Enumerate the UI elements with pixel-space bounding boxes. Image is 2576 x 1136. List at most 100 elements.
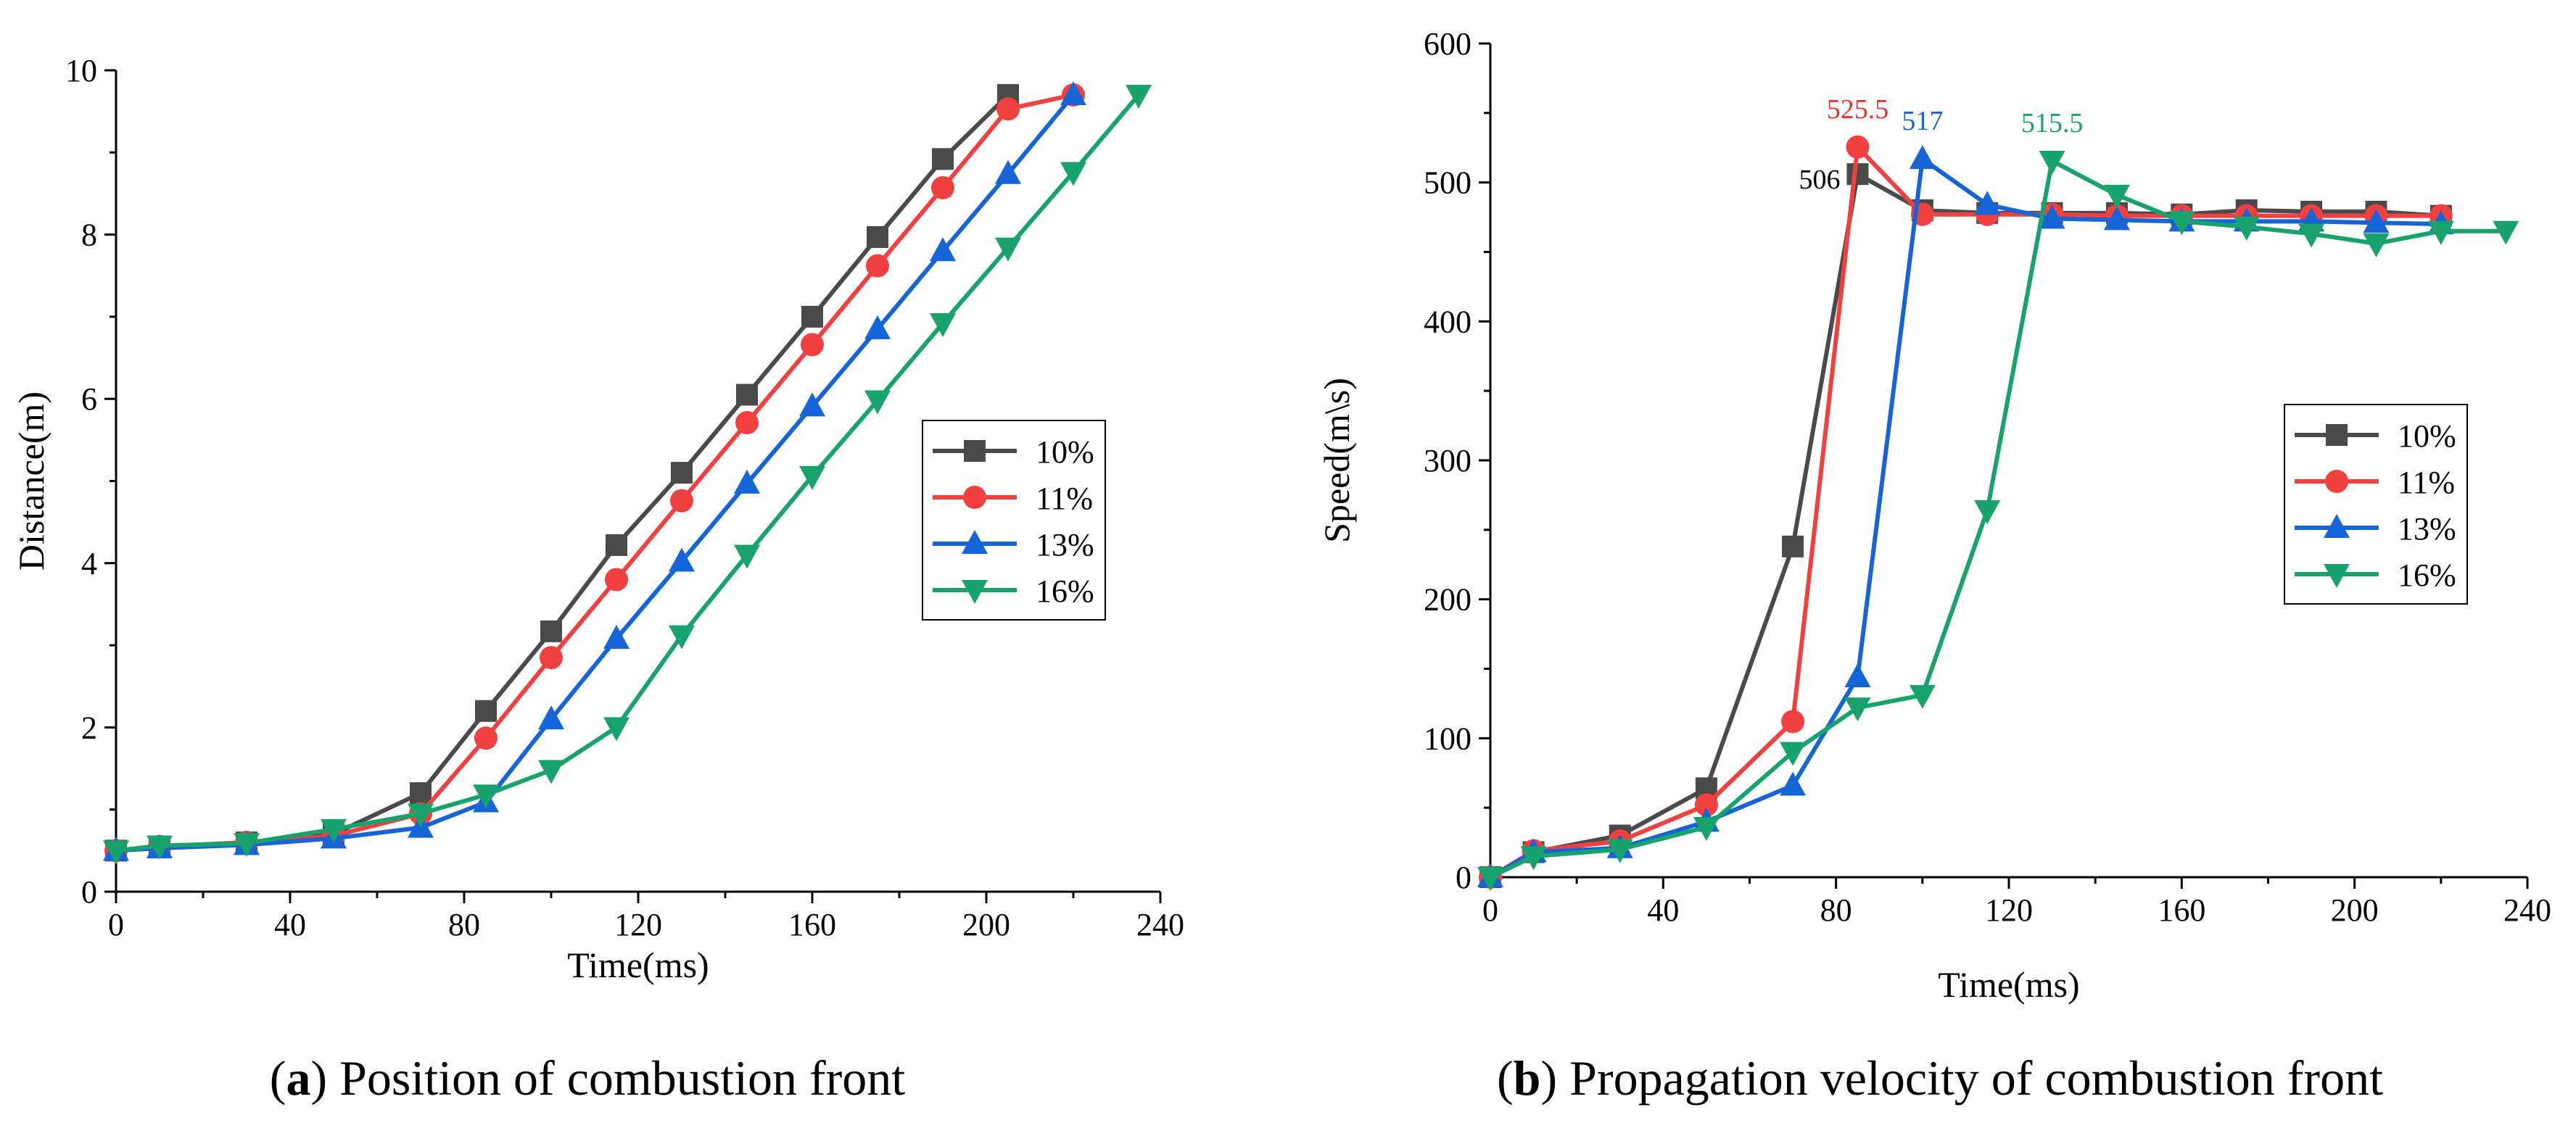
legend-marker bbox=[2324, 564, 2350, 588]
data-point bbox=[2427, 220, 2454, 245]
data-point bbox=[2039, 204, 2065, 229]
data-point bbox=[801, 333, 824, 357]
data-point bbox=[473, 784, 499, 809]
data-point bbox=[1909, 684, 1936, 709]
data-point bbox=[2103, 184, 2130, 209]
series-line-16% bbox=[1489, 158, 2506, 879]
data-point bbox=[995, 159, 1021, 184]
data-point bbox=[671, 462, 693, 484]
data-point bbox=[2103, 206, 2130, 231]
x-axis-label: Time(ms) bbox=[567, 945, 709, 985]
x-tick-label: 240 bbox=[2503, 892, 2551, 928]
y-tick-label: 2 bbox=[81, 710, 97, 745]
y-tick-label: 600 bbox=[1424, 26, 1471, 62]
data-point bbox=[2233, 217, 2260, 241]
y-axis-label: Distance(m) bbox=[11, 391, 51, 571]
panel-caption: (a) Position of combustion front bbox=[270, 1050, 906, 1106]
data-point bbox=[1126, 84, 1152, 109]
data-point bbox=[1780, 742, 1807, 766]
data-point bbox=[1781, 710, 1805, 734]
data-point bbox=[2363, 209, 2390, 233]
legend-entry-label: 13% bbox=[1036, 527, 1094, 563]
data-point bbox=[930, 237, 956, 262]
x-tick-label: 160 bbox=[788, 907, 836, 942]
y-tick-label: 4 bbox=[81, 546, 97, 581]
x-axis-label: Time(ms) bbox=[1938, 964, 2079, 1005]
data-point bbox=[603, 717, 629, 742]
caption-paren: ) bbox=[310, 1050, 327, 1106]
legend-entry-label: 10% bbox=[1036, 434, 1094, 470]
annotation-label: 515.5 bbox=[2021, 108, 2084, 138]
data-point bbox=[146, 835, 173, 860]
data-point bbox=[930, 312, 956, 337]
x-tick-label: 120 bbox=[1985, 892, 2033, 928]
legend-entry-label: 11% bbox=[1036, 481, 1093, 516]
legend-marker bbox=[963, 486, 986, 509]
panel-caption: (b) Propagation velocity of combustion f… bbox=[1497, 1050, 2383, 1106]
data-point bbox=[603, 625, 629, 650]
data-point bbox=[799, 392, 825, 417]
legend-box bbox=[922, 420, 1106, 621]
data-point bbox=[606, 534, 627, 556]
caption-text: Propagation velocity of combustion front bbox=[1557, 1050, 2383, 1106]
data-point bbox=[1846, 163, 1869, 186]
data-point bbox=[1846, 135, 1870, 159]
x-tick-label: 0 bbox=[108, 907, 124, 942]
y-tick-label: 200 bbox=[1424, 582, 1471, 618]
data-point bbox=[1520, 846, 1547, 871]
legend-entry-label: 13% bbox=[2398, 511, 2456, 547]
data-point bbox=[864, 390, 891, 415]
data-point bbox=[234, 833, 260, 858]
y-tick-label: 400 bbox=[1424, 304, 1471, 339]
data-point bbox=[2363, 233, 2390, 257]
data-point bbox=[2298, 223, 2325, 248]
data-point bbox=[605, 568, 628, 592]
x-tick-label: 40 bbox=[274, 907, 306, 942]
data-point bbox=[867, 225, 888, 248]
series-line-10% bbox=[115, 93, 1010, 853]
data-point bbox=[1844, 697, 1871, 722]
legend: 10% 11% 13% 16% bbox=[922, 420, 1106, 621]
x-tick-label: 200 bbox=[2331, 892, 2379, 928]
data-point bbox=[2493, 220, 2519, 245]
data-point bbox=[2168, 211, 2195, 236]
legend-box bbox=[2284, 404, 2468, 605]
data-point bbox=[103, 840, 129, 865]
data-point bbox=[540, 620, 562, 642]
x-tick-label: 0 bbox=[1482, 892, 1498, 928]
x-tick-label: 80 bbox=[1820, 892, 1852, 928]
data-point bbox=[669, 547, 695, 572]
legend-marker bbox=[2324, 514, 2350, 538]
data-point bbox=[932, 148, 954, 170]
caption-text: Position of combustion front bbox=[327, 1050, 905, 1106]
legend: 10% 11% 13% 16% bbox=[2284, 404, 2468, 605]
legend-entry-label: 10% bbox=[2398, 418, 2456, 454]
legend-marker bbox=[962, 530, 988, 554]
y-tick-label: 100 bbox=[1424, 721, 1471, 756]
y-tick-label: 500 bbox=[1424, 165, 1471, 201]
data-point bbox=[410, 782, 432, 805]
data-point bbox=[1844, 663, 1871, 687]
data-point bbox=[475, 700, 497, 722]
annotation-label: 525.5 bbox=[1827, 94, 1889, 125]
annotation-label: 506 bbox=[1799, 165, 1840, 195]
data-point bbox=[1974, 191, 2001, 215]
data-point bbox=[474, 726, 498, 750]
legend-marker bbox=[2326, 424, 2348, 446]
legend-entry-label: 16% bbox=[1036, 573, 1094, 609]
caption-paren: ) bbox=[1541, 1050, 1558, 1106]
y-axis-label: Speed(m\s) bbox=[1316, 378, 1357, 543]
data-point bbox=[670, 489, 693, 513]
data-point bbox=[1477, 867, 1503, 891]
x-tick-label: 40 bbox=[1647, 892, 1679, 928]
legend-entry-label: 16% bbox=[2398, 557, 2456, 593]
legend-marker bbox=[964, 440, 986, 462]
data-point bbox=[1780, 771, 1807, 796]
data-point bbox=[1694, 793, 1718, 817]
x-tick-label: 160 bbox=[2158, 892, 2205, 928]
chart-panel-a: 0 40 80 120 160 200 240 0 2 4 6 8 10 Time(ms) Distance… bbox=[11, 53, 1184, 1106]
x-tick-label: 200 bbox=[962, 907, 1010, 942]
data-point bbox=[995, 237, 1021, 262]
legend-entry-label: 11% bbox=[2398, 465, 2455, 500]
